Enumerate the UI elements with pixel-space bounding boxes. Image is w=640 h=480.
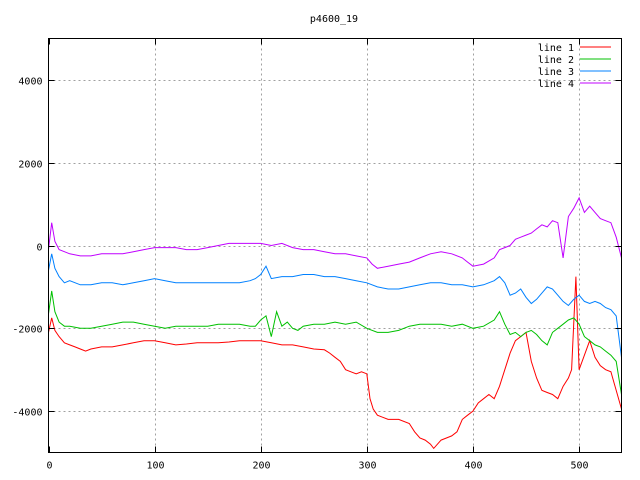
legend-label-line-1: line 1 bbox=[538, 43, 574, 54]
legend-label-line-2: line 2 bbox=[538, 55, 574, 66]
y-tick-label: 4000 bbox=[18, 77, 42, 88]
series-line-1 bbox=[48, 276, 622, 450]
y-tick-label: 2000 bbox=[18, 160, 42, 171]
legend-label-line-4: line 4 bbox=[538, 79, 574, 90]
y-tick-label: -2000 bbox=[12, 325, 42, 336]
y-tick-label: -4000 bbox=[12, 408, 42, 419]
x-tick-label: 300 bbox=[358, 461, 376, 472]
x-tick-label: 0 bbox=[46, 461, 52, 472]
plot-frame bbox=[48, 38, 622, 453]
x-tick-label: 500 bbox=[570, 461, 588, 472]
x-tick-label: 200 bbox=[252, 461, 270, 472]
legend-label-line-3: line 3 bbox=[538, 67, 574, 78]
series-line-4 bbox=[48, 196, 622, 269]
series-lines bbox=[48, 196, 622, 450]
x-tick-label: 400 bbox=[464, 461, 482, 472]
series-line-3 bbox=[48, 253, 622, 358]
series-line-2 bbox=[48, 290, 622, 395]
x-tick-label: 100 bbox=[146, 461, 164, 472]
grid bbox=[48, 38, 622, 453]
y-tick-label: 0 bbox=[36, 243, 42, 254]
chart-title: p4600_19 bbox=[310, 14, 358, 25]
axis-ticks: 0 100 200 300 400 500 -4000 -2000 0 2000 4000 bbox=[12, 38, 622, 472]
